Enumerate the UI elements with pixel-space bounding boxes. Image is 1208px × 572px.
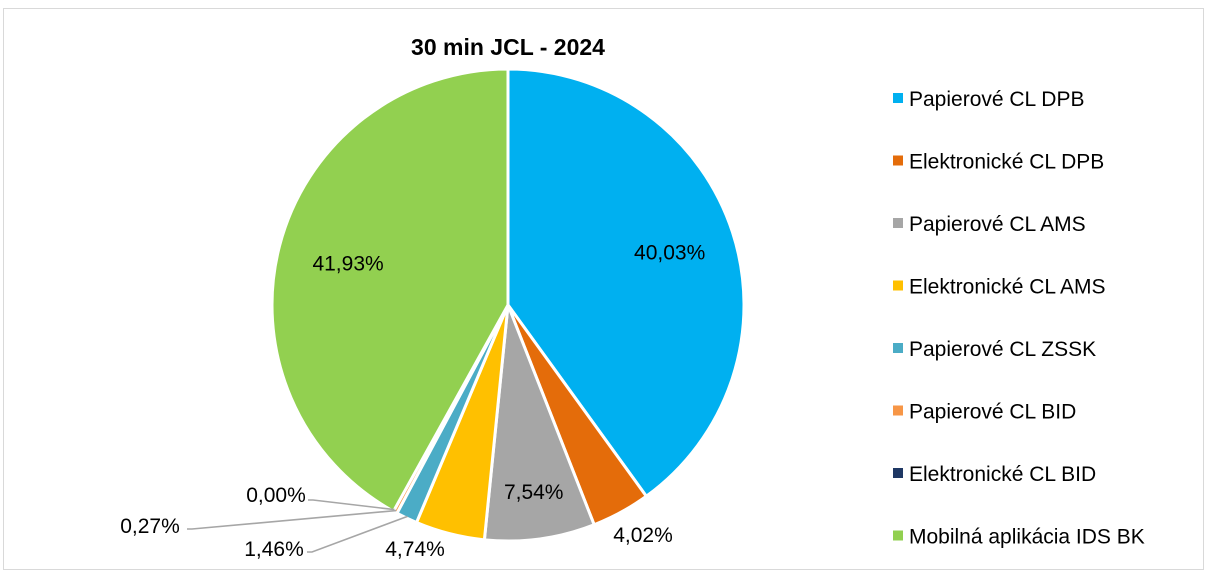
legend-swatch-papierove-cl-bid [893,405,903,416]
leader-lines [187,499,408,553]
pie-slice-mobilna-aplikacia-ids-bk [270,67,510,513]
data-label-elektronicke-cl-ams: 4,74% [385,538,445,561]
chart-title: 30 min JCL - 2024 [411,34,605,60]
legend: Papierové CL DPB Elektronické CL DPB Papie… [893,88,1145,549]
data-label-mobilna-aplikacia-ids-bk: 41,93% [312,253,383,276]
data-label-papierove-cl-dpb: 40,03% [634,242,705,265]
leader-line-elektronicke-cl-bid [308,499,395,511]
data-label-elektronicke-cl-dpb: 4,02% [613,524,673,547]
legend-label-elektronicke-cl-bid: Elektronické CL BID [909,463,1096,486]
legend-label-elektronicke-cl-dpb: Elektronické CL DPB [909,151,1104,174]
legend-swatch-elektronicke-cl-bid [893,468,903,478]
legend-label-papierove-cl-dpb: Papierové CL DPB [909,88,1084,111]
data-label-elektronicke-cl-bid: 0,00% [246,484,306,507]
data-label-papierove-cl-zssk: 1,46% [244,538,304,561]
data-label-papierove-cl-ams: 7,54% [504,481,564,504]
legend-swatch-papierove-cl-ams [893,218,903,228]
leader-line-papierove-cl-bid [187,509,397,530]
pie-slice-papierove-cl-ams [482,303,596,543]
legend-label-elektronicke-cl-ams: Elektronické CL AMS [909,276,1105,299]
data-label-papierove-cl-bid: 0,27% [120,515,180,538]
leader-line-papierove-cl-zssk [307,515,408,553]
data-labels: 40,03% 4,02% 7,54% 4,74% 1,46% 0,27% 0,00% 41,9… [120,242,705,561]
legend-label-papierove-cl-bid: Papierové CL BID [909,401,1076,424]
legend-swatch-papierove-cl-zssk [893,343,903,353]
pie-slice-papierove-cl-dpb [506,67,746,498]
legend-label-papierove-cl-ams: Papierové CL AMS [909,213,1086,236]
pie-slices [270,67,746,543]
legend-label-papierove-cl-zssk: Papierové CL ZSSK [909,338,1096,361]
legend-swatch-elektronicke-cl-dpb [893,155,903,166]
legend-swatch-mobilna-aplikacia-ids-bk [893,530,903,541]
legend-label-mobilna-aplikacia-ids-bk: Mobilná aplikácia IDS BK [909,526,1145,549]
legend-swatch-papierove-cl-dpb [893,93,903,103]
legend-swatch-elektronicke-cl-ams [893,280,903,291]
